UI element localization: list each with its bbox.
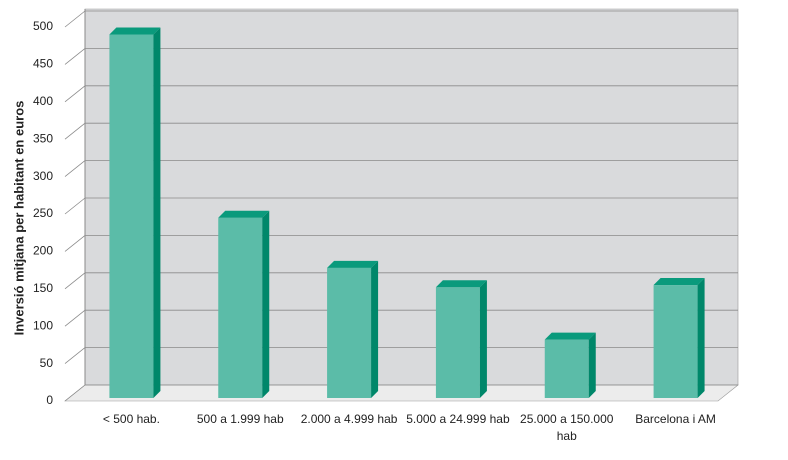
bar — [218, 217, 263, 398]
back-wall — [84, 8, 739, 386]
bar — [435, 287, 480, 398]
bar-top — [218, 210, 270, 218]
y-tick-label: 200 — [33, 244, 53, 258]
bar-side — [262, 210, 270, 398]
y-tick-label: 400 — [33, 94, 53, 108]
y-tick-label: 300 — [33, 169, 53, 183]
y-tick-label: 100 — [33, 318, 53, 332]
y-tick-label: 250 — [33, 206, 53, 220]
x-tick-label: 2.000 a 4.999 hab — [300, 412, 398, 426]
bar — [327, 267, 372, 398]
y-tick-label: 450 — [33, 57, 53, 71]
wall-tick — [64, 10, 86, 28]
bar-top — [109, 27, 161, 35]
bar-top — [544, 332, 596, 340]
x-tick-label: 5.000 a 24.999 hab — [406, 412, 510, 426]
x-tick-label: < 500 hab. — [102, 412, 160, 426]
bar-top — [327, 260, 379, 268]
bar-top — [435, 280, 487, 288]
bar-side — [153, 27, 161, 398]
y-tick-label: 0 — [46, 393, 53, 407]
floor — [64, 384, 739, 402]
x-tick-label: 500 a 1.999 hab — [196, 412, 284, 426]
bar-top — [653, 278, 705, 286]
x-tick-label: Barcelona i AM — [635, 412, 716, 426]
wall-tick — [64, 235, 86, 252]
y-axis-label: Inversió mitjana per habitant en euros — [11, 101, 26, 336]
wall-tick — [64, 48, 86, 65]
bar-side — [588, 332, 596, 398]
bar-side — [479, 280, 487, 398]
wall-tick — [64, 347, 86, 364]
wall-tick — [64, 160, 86, 177]
bar — [653, 285, 698, 398]
wall-tick — [64, 272, 86, 290]
wall-tick — [64, 384, 86, 402]
y-tick-label: 150 — [33, 281, 53, 295]
wall-tick — [64, 122, 86, 140]
wall-tick — [64, 197, 86, 215]
y-tick-label: 50 — [40, 356, 54, 370]
bar — [109, 34, 154, 398]
bar — [544, 339, 589, 398]
x-tick-label: 25.000 a 150.000 hab — [520, 412, 614, 443]
wall-tick — [64, 85, 86, 103]
wall-tick — [64, 309, 86, 327]
y-tick-label: 500 — [33, 19, 53, 33]
bar-side — [371, 260, 379, 398]
y-tick-label: 350 — [33, 131, 53, 145]
bar-side — [697, 278, 705, 398]
